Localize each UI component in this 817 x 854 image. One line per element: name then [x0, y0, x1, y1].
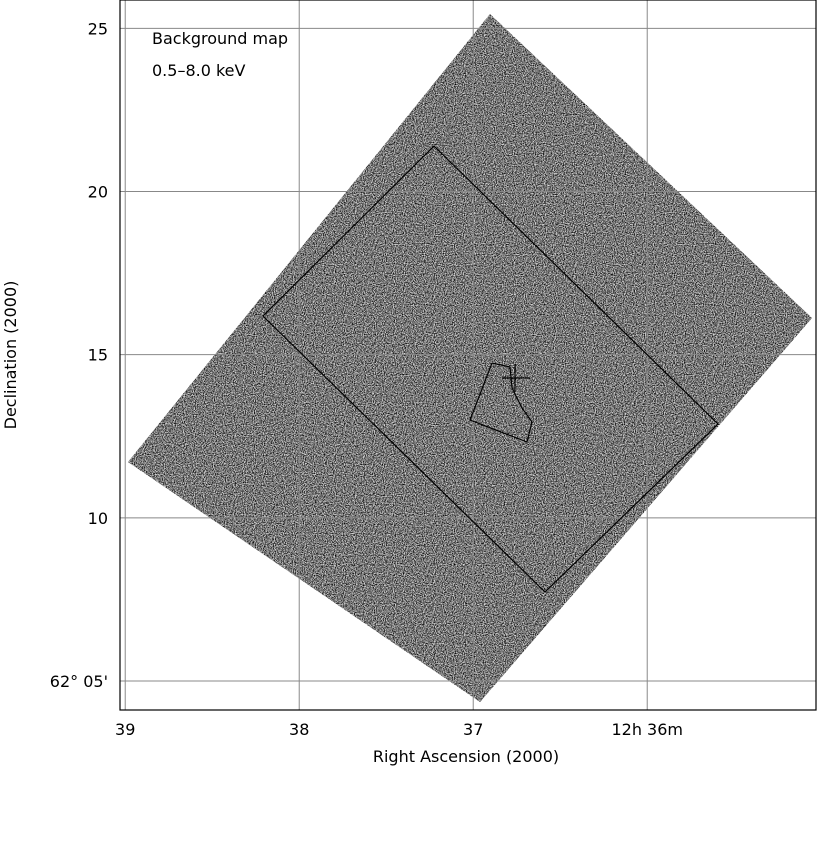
field-outline [262, 145, 719, 593]
region-outline [469, 362, 533, 443]
annotation: Background map [152, 29, 288, 48]
x-axis-label: Right Ascension (2000) [373, 747, 559, 766]
y-tick-label: 15 [88, 346, 108, 365]
annotation: 0.5–8.0 keV [152, 61, 246, 80]
y-axis-label: Declination (2000) [1, 281, 20, 430]
y-tick-label: 25 [88, 19, 108, 38]
background-image [120, 0, 816, 710]
plot-frame [119, 0, 817, 711]
y-tick-label: 20 [88, 183, 108, 202]
x-tick-label: 39 [115, 720, 135, 739]
x-tick-label: 12h 36m [611, 720, 683, 739]
y-tick-label: 10 [88, 509, 108, 528]
source-marker [502, 364, 530, 392]
x-tick-label: 38 [289, 720, 309, 739]
x-tick-label: 37 [463, 720, 483, 739]
y-tick-label: 62° 05' [50, 672, 108, 691]
